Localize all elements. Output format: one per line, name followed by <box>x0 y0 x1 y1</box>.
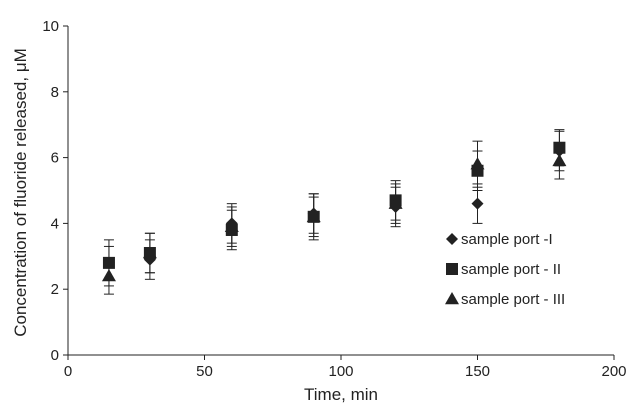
legend-label: sample port - II <box>461 261 561 278</box>
legend-label: sample port - III <box>461 291 565 308</box>
series-3 <box>101 140 567 295</box>
legend-label: sample port -I <box>461 231 553 248</box>
legend-item: sample port - III <box>445 291 565 308</box>
x-tick-label: 0 <box>64 363 72 380</box>
axes <box>63 25 615 360</box>
x-tick-label: 50 <box>196 363 213 380</box>
legend-marker-triangle <box>445 292 459 305</box>
y-axis-label: Concentration of fluoride released, μM <box>11 48 30 337</box>
y-tick-label: 6 <box>51 150 59 167</box>
data-point-triangle <box>101 269 116 282</box>
y-tick-label: 8 <box>51 84 59 101</box>
legend-marker-diamond <box>446 233 458 245</box>
y-tick-label: 4 <box>51 215 59 232</box>
series-1 <box>102 130 566 280</box>
data-point-triangle <box>306 209 321 223</box>
data-point-diamond <box>471 197 484 210</box>
x-axis-label: Time, min <box>304 385 378 404</box>
data-point-triangle <box>470 157 485 170</box>
y-tick-label: 0 <box>51 347 59 364</box>
x-tick-label: 200 <box>601 363 626 380</box>
x-tick-label: 100 <box>328 363 353 380</box>
legend-item: sample port - II <box>446 261 561 278</box>
data-series <box>101 129 567 295</box>
data-point-triangle <box>388 196 403 209</box>
legend-marker-square <box>446 263 458 275</box>
x-tick-label: 150 <box>465 363 490 380</box>
data-point-triangle <box>224 219 239 232</box>
tick-labels: 0 50 100 150 200 0 2 4 6 8 10 <box>42 18 626 380</box>
legend-item: sample port -I <box>446 231 553 248</box>
data-point-triangle <box>552 153 567 167</box>
y-tick-label: 2 <box>51 281 59 298</box>
legend: sample port -I sample port - II sample por… <box>445 231 565 308</box>
data-point-triangle <box>142 246 157 259</box>
y-tick-label: 10 <box>42 18 59 35</box>
